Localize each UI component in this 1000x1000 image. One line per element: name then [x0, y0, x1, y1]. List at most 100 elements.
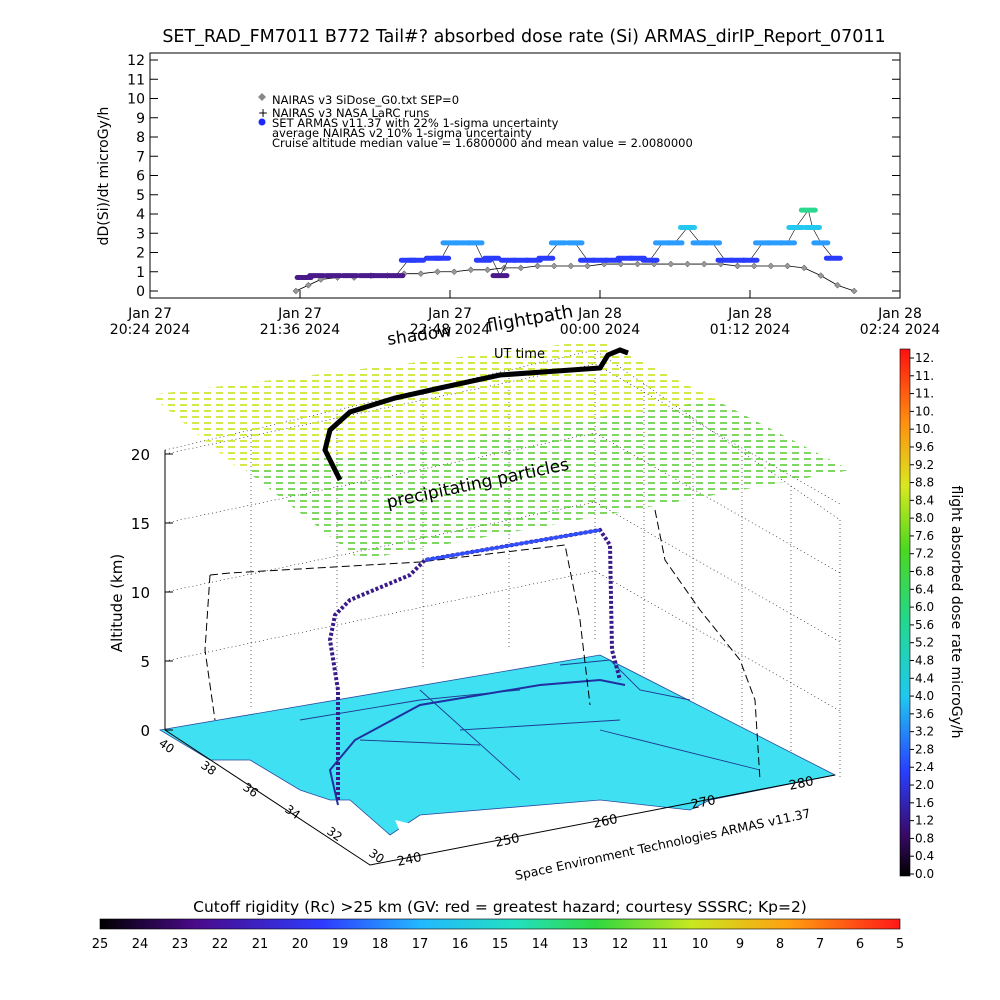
cutoff-tick-label: 23 — [172, 937, 189, 952]
colorbar-tick-label: 3.2 — [915, 725, 934, 739]
z-axis-label: Altitude (km) — [108, 554, 126, 652]
nairas-point — [550, 262, 558, 270]
nairas-point — [750, 262, 758, 270]
colorbar-tick-label: 2.0 — [915, 778, 934, 792]
nairas-point — [567, 262, 575, 270]
cutoff-tick-label: 10 — [692, 937, 709, 952]
colorbar-tick-label: 0.4 — [915, 849, 934, 863]
nairas-point — [800, 264, 808, 272]
colorbar-tick-label: 8.4 — [915, 493, 934, 507]
x-tick-label-date: Jan 28 — [877, 306, 922, 322]
colorbar-tick-label: 0.0 — [915, 867, 934, 881]
nairas-point — [850, 287, 858, 295]
x-tick-label-time: 02:24 2024 — [860, 322, 941, 338]
nairas-point — [434, 268, 441, 276]
legend-entry-cruise-stats: Cruise altitude median value = 1.6800000… — [272, 136, 693, 150]
nairas-point — [734, 262, 741, 270]
colorbar-tick-label: 2.4 — [915, 760, 934, 774]
x-tick-label-time: 20:24 2024 — [110, 322, 191, 338]
y-tick-label: 10 — [127, 92, 145, 108]
top-chart-title: SET_RAD_FM7011 B772 Tail#? absorbed dose… — [162, 27, 885, 47]
flight-path-dose — [327, 527, 622, 800]
cutoff-tick-label: 21 — [252, 937, 269, 952]
lat-tick-label: 30 — [366, 846, 387, 866]
z-tick-label: 10 — [131, 584, 150, 602]
z-tick-label: 5 — [140, 653, 150, 671]
colorbar-tick-label: 4.0 — [915, 689, 934, 703]
y-tick-label: 5 — [136, 188, 145, 204]
nairas-point — [534, 262, 541, 270]
nairas-point — [467, 266, 475, 274]
z-tick-label: 0 — [140, 722, 150, 740]
dose-colorbar-ticks: 12. 11. 11. 10. 10. 9.6 9.2 8.8 8.4 8.0 7.6 7.2 6.8 6… — [910, 351, 934, 881]
nairas-point — [634, 260, 641, 268]
lon-tick-label: 270 — [690, 793, 717, 813]
credit-text: Space Environment Technologies ARMAS v11… — [514, 806, 812, 883]
y-tick-label: 1 — [136, 265, 145, 281]
y-tick-label: 9 — [136, 111, 145, 127]
cutoff-tick-label: 20 — [292, 937, 309, 952]
top-y-axis-label: dD(Si)/dt microGy/h — [96, 107, 112, 246]
x-tick-label-date: Jan 28 — [577, 306, 622, 322]
cutoff-tick-label: 11 — [652, 937, 669, 952]
flight-path-cruise-segment — [424, 528, 601, 562]
cutoff-tick-label: 5 — [896, 937, 904, 952]
us-map-surface — [158, 654, 837, 836]
dose-colorbar-label: flight absorbed dose rate microGy/h — [948, 486, 964, 739]
map-state-borders — [299, 659, 761, 781]
nairas-point — [450, 268, 458, 276]
longitude-axis: 240 250 260 270 280 — [396, 774, 815, 870]
x-tick-label-date: Jan 27 — [127, 306, 172, 322]
y-tick-label: 0 — [136, 284, 145, 300]
dose-colorbar — [899, 348, 911, 877]
cutoff-tick-label: 25 — [92, 937, 109, 952]
z-tick-label: 15 — [131, 515, 150, 533]
y-tick-label: 7 — [136, 149, 145, 165]
x-tick-label-date: Jan 27 — [427, 306, 472, 322]
lat-tick-label: 40 — [156, 736, 177, 756]
shadow-path — [204, 509, 761, 781]
y-tick-label: 4 — [136, 207, 145, 223]
colorbar-tick-label: 5.2 — [915, 636, 934, 650]
colorbar-tick-label: 7.2 — [915, 547, 934, 561]
colorbar-tick-label: 1.2 — [915, 814, 934, 828]
cutoff-tick-label: 8 — [776, 937, 784, 952]
nairas-point — [667, 260, 675, 268]
cutoff-tick-label: 18 — [372, 937, 389, 952]
x-tick-label-date: Jan 27 — [277, 306, 322, 322]
ground-track — [328, 678, 626, 806]
projected-flightpath — [322, 347, 629, 482]
legend-entry-nairas-larc: NAIRAS v3 NASA LaRC runs — [272, 106, 429, 120]
colorbar-tick-label: 4.4 — [915, 671, 934, 685]
colorbar-tick-label: 11. — [915, 387, 934, 401]
colorbar-tick-label: 4.8 — [915, 653, 934, 667]
lon-tick-label: 260 — [592, 812, 619, 832]
cutoff-tick-label: 22 — [212, 937, 229, 952]
y-tick-label: 3 — [136, 226, 145, 242]
nairas-point — [292, 287, 300, 295]
x-tick-label-time: 22:48 2024 — [410, 322, 491, 338]
legend-diamond-marker — [258, 93, 266, 101]
colorbar-tick-label: 9.2 — [915, 458, 934, 472]
colorbar-tick-label: 1.6 — [915, 796, 934, 810]
base-axes — [164, 729, 836, 866]
colorbar-tick-label: 8.8 — [915, 476, 934, 490]
z-axis: 0 5 10 15 20 — [131, 446, 173, 740]
x-tick-label-time: 00:00 2024 — [560, 322, 641, 338]
cutoff-tick-label: 24 — [132, 937, 149, 952]
cutoff-tick-label: 19 — [332, 937, 349, 952]
nairas-point — [684, 260, 691, 268]
x-tick-label-time: 01:12 2024 — [710, 322, 791, 338]
legend-plus-marker: + — [258, 106, 268, 120]
colorbar-tick-label: 11. — [915, 369, 934, 383]
nairas-point — [484, 266, 491, 274]
annotation-ut-time: UT time — [494, 347, 545, 362]
cutoff-tick-label: 12 — [612, 937, 629, 952]
colorbar-tick-label: 10. — [915, 404, 934, 418]
legend-blue-dot-marker — [258, 118, 266, 126]
cutoff-rigidity-colorbar — [99, 918, 901, 930]
y-tick-label: 11 — [127, 72, 145, 88]
colorbar-tick-label: 8.0 — [915, 511, 934, 525]
